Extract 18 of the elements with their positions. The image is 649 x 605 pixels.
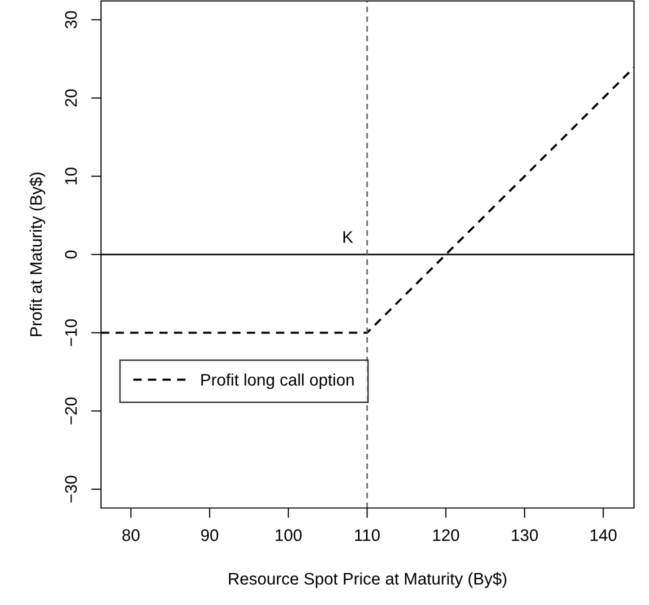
x-tick-label: 130 bbox=[512, 529, 538, 542]
y-tick-label: −10 bbox=[65, 319, 77, 346]
ref-line-label: K bbox=[343, 231, 354, 243]
legend-label: Profit long call option bbox=[201, 373, 354, 390]
x-tick-label: 110 bbox=[355, 529, 380, 542]
y-tick-label: −20 bbox=[65, 397, 77, 424]
y-tick-label: 30 bbox=[65, 11, 77, 28]
x-tick-label: 120 bbox=[433, 529, 460, 542]
x-tick-label: 100 bbox=[276, 529, 302, 542]
x-tick-label: 140 bbox=[590, 529, 617, 542]
y-tick-label: 10 bbox=[65, 168, 77, 184]
x-tick-label: 80 bbox=[122, 529, 140, 542]
y-tick-label: 0 bbox=[65, 250, 77, 258]
x-axis-title: Resource Spot Price at Maturity (By$) bbox=[229, 572, 506, 588]
x-tick-label: 90 bbox=[201, 529, 218, 542]
y-tick-label: −30 bbox=[65, 476, 77, 503]
y-axis-title: Profit at Maturity (By$) bbox=[29, 172, 46, 336]
y-tick-label: 20 bbox=[65, 89, 77, 106]
